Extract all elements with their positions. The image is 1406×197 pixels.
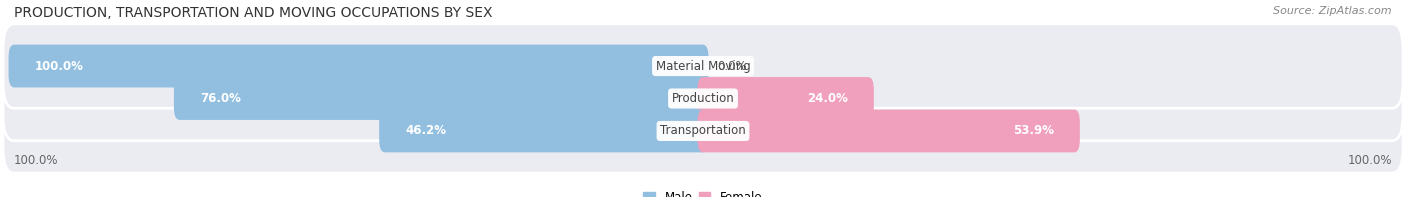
FancyBboxPatch shape xyxy=(3,56,1403,141)
Legend: Male, Female: Male, Female xyxy=(638,186,768,197)
FancyBboxPatch shape xyxy=(697,110,1080,152)
Text: 53.9%: 53.9% xyxy=(1012,125,1053,138)
Text: Production: Production xyxy=(672,92,734,105)
FancyBboxPatch shape xyxy=(174,77,709,120)
FancyBboxPatch shape xyxy=(8,45,709,87)
FancyBboxPatch shape xyxy=(3,89,1403,173)
Text: 0.0%: 0.0% xyxy=(717,59,747,72)
Text: Transportation: Transportation xyxy=(661,125,745,138)
Text: Source: ZipAtlas.com: Source: ZipAtlas.com xyxy=(1274,6,1392,16)
Text: 100.0%: 100.0% xyxy=(35,59,83,72)
Text: 76.0%: 76.0% xyxy=(200,92,240,105)
Text: 100.0%: 100.0% xyxy=(14,154,59,167)
Text: 100.0%: 100.0% xyxy=(1347,154,1392,167)
Text: 24.0%: 24.0% xyxy=(807,92,848,105)
Text: 46.2%: 46.2% xyxy=(405,125,446,138)
FancyBboxPatch shape xyxy=(697,77,875,120)
Text: PRODUCTION, TRANSPORTATION AND MOVING OCCUPATIONS BY SEX: PRODUCTION, TRANSPORTATION AND MOVING OC… xyxy=(14,6,492,20)
Text: Material Moving: Material Moving xyxy=(655,59,751,72)
FancyBboxPatch shape xyxy=(380,110,709,152)
FancyBboxPatch shape xyxy=(3,24,1403,108)
